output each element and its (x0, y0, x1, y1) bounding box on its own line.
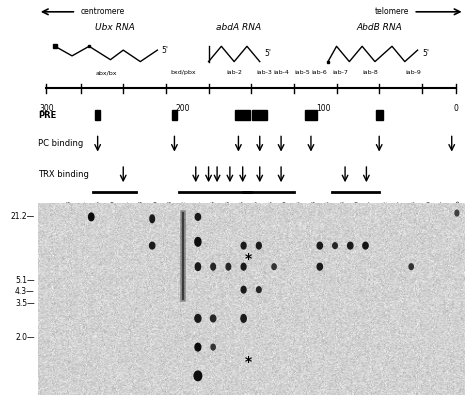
Text: TRX binding: TRX binding (38, 170, 89, 179)
Ellipse shape (363, 242, 368, 249)
Text: PRE: PRE (38, 111, 56, 120)
Text: 2281: 2281 (82, 200, 86, 213)
Text: 300: 300 (39, 104, 54, 113)
Ellipse shape (272, 264, 276, 270)
Text: 8034: 8034 (326, 200, 331, 213)
Text: abdA RNA: abdA RNA (216, 23, 261, 32)
Text: 2261: 2261 (125, 200, 129, 213)
Ellipse shape (195, 263, 201, 271)
Text: 2288: 2288 (67, 200, 72, 213)
Text: centromere: centromere (81, 7, 125, 16)
Text: 8082: 8082 (383, 200, 388, 213)
Ellipse shape (226, 263, 231, 270)
Text: 2279: 2279 (283, 200, 288, 213)
Ellipse shape (150, 215, 155, 223)
Text: 5.1—: 5.1— (15, 276, 35, 284)
Text: 8107: 8107 (441, 200, 446, 213)
Text: 2201: 2201 (196, 200, 201, 213)
Text: 200: 200 (176, 104, 190, 113)
Ellipse shape (317, 242, 322, 249)
Text: 2218: 2218 (168, 200, 173, 213)
Ellipse shape (210, 315, 216, 322)
Bar (305, 111, 317, 120)
Text: 8028: 8028 (311, 200, 317, 213)
Ellipse shape (256, 242, 261, 249)
Ellipse shape (241, 263, 246, 270)
Text: iab-9: iab-9 (405, 70, 421, 75)
Bar (252, 111, 267, 120)
Text: 2269: 2269 (110, 200, 115, 213)
Text: 8077: 8077 (369, 200, 374, 213)
Text: 2255: 2255 (254, 200, 259, 213)
Ellipse shape (241, 242, 246, 249)
Text: iab-8: iab-8 (363, 70, 379, 75)
Ellipse shape (211, 344, 215, 350)
Text: iab-6: iab-6 (311, 70, 328, 75)
Ellipse shape (195, 314, 201, 322)
Ellipse shape (409, 264, 413, 270)
Ellipse shape (333, 243, 337, 249)
Text: abx/bx: abx/bx (95, 70, 117, 75)
Text: 8100: 8100 (427, 200, 431, 213)
Text: 2206: 2206 (211, 200, 216, 213)
Ellipse shape (195, 237, 201, 246)
Text: 2212: 2212 (182, 200, 187, 213)
Text: iab-7: iab-7 (333, 70, 349, 75)
Ellipse shape (241, 314, 246, 322)
Text: iab-4: iab-4 (273, 70, 289, 75)
Text: 4.3—: 4.3— (15, 287, 35, 296)
Ellipse shape (317, 263, 322, 270)
Text: iab-2: iab-2 (226, 70, 242, 75)
Text: 8053: 8053 (340, 200, 345, 213)
Text: PC binding: PC binding (38, 140, 83, 148)
Bar (172, 111, 177, 120)
Ellipse shape (149, 242, 155, 249)
Bar (95, 111, 100, 120)
Ellipse shape (89, 213, 94, 221)
Text: 21.2—: 21.2— (10, 212, 35, 221)
Text: 3.5—: 3.5— (15, 298, 35, 308)
Ellipse shape (195, 213, 201, 220)
Text: 8060: 8060 (355, 200, 360, 213)
Text: 8087: 8087 (398, 200, 403, 213)
Bar (376, 111, 383, 120)
Text: 2275: 2275 (96, 200, 101, 213)
Text: iab-3: iab-3 (256, 70, 272, 75)
Text: 100: 100 (317, 104, 331, 113)
Text: 2.0—: 2.0— (15, 333, 35, 342)
Ellipse shape (256, 287, 261, 292)
Text: 5': 5' (264, 49, 271, 58)
Text: iab-5: iab-5 (294, 70, 310, 75)
Text: Ubx RNA: Ubx RNA (95, 23, 135, 32)
Ellipse shape (347, 242, 353, 249)
Text: 2229: 2229 (153, 200, 158, 213)
Ellipse shape (241, 286, 246, 293)
Text: 8094: 8094 (412, 200, 417, 213)
Text: 2258: 2258 (139, 200, 144, 213)
Ellipse shape (455, 210, 459, 216)
Text: *: * (245, 252, 252, 266)
Text: telomere: telomere (374, 7, 409, 16)
Text: 0: 0 (454, 104, 458, 113)
Ellipse shape (211, 263, 215, 270)
Text: LM2b: LM2b (455, 200, 460, 214)
Text: 5': 5' (162, 45, 169, 55)
Text: 5': 5' (422, 49, 429, 58)
Ellipse shape (194, 371, 202, 381)
Text: 8004: 8004 (297, 200, 302, 213)
Text: *: * (245, 356, 252, 369)
Bar (235, 111, 250, 120)
Ellipse shape (195, 343, 201, 351)
Text: 2265: 2265 (268, 200, 273, 213)
Text: 2226: 2226 (225, 200, 230, 213)
Text: AbdB RNA: AbdB RNA (356, 23, 402, 32)
Text: 2235: 2235 (239, 200, 245, 213)
Text: bxd/pbx: bxd/pbx (170, 70, 196, 75)
